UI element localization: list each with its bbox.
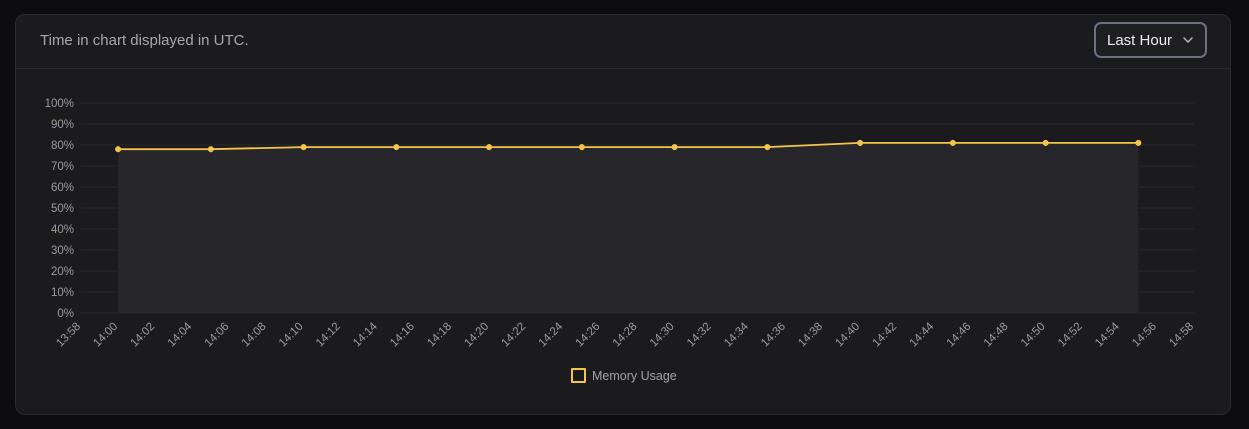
y-tick-label: 50%	[51, 203, 74, 215]
x-tick-label: 14:48	[982, 321, 1011, 350]
x-tick-label: 14:52	[1056, 321, 1085, 350]
series-line-memory-usage	[118, 142, 1139, 151]
y-tick-label: 90%	[51, 119, 74, 131]
x-tick-label: 14:22	[499, 321, 528, 350]
x-tick-label: 14:00	[91, 321, 120, 350]
x-tick-label: 14:02	[128, 321, 157, 350]
x-tick-label: 14:58	[1167, 321, 1196, 350]
legend-item-memory-usage[interactable]: Memory Usage	[571, 368, 677, 383]
y-tick-label: 80%	[51, 140, 74, 152]
data-point	[207, 146, 214, 153]
x-tick-label: 14:32	[685, 321, 714, 350]
y-tick-label: 0%	[57, 308, 74, 320]
x-tick-label: 14:28	[611, 321, 640, 350]
x-tick-label: 14:40	[833, 321, 862, 350]
x-tick-label: 14:26	[574, 321, 603, 350]
card-header: Time in chart displayed in UTC. Last Hou…	[16, 15, 1230, 69]
legend-label: Memory Usage	[592, 368, 677, 383]
x-tick-label: 14:50	[1019, 321, 1048, 350]
x-tick-label: 14:42	[870, 321, 899, 350]
x-tick-label: 14:24	[537, 320, 566, 349]
y-tick-label: 100%	[45, 98, 74, 110]
x-tick-label: 13:58	[54, 321, 83, 350]
data-point	[1042, 139, 1049, 146]
x-tick-label: 14:14	[351, 320, 380, 349]
memory-usage-card: Time in chart displayed in UTC. Last Hou…	[15, 14, 1231, 415]
data-point	[857, 139, 864, 146]
x-tick-label: 14:46	[945, 321, 974, 350]
x-tick-label: 14:54	[1093, 320, 1122, 349]
x-tick-label: 14:34	[722, 320, 751, 349]
data-point	[300, 144, 307, 151]
utc-note: Time in chart displayed in UTC.	[40, 32, 249, 49]
y-tick-label: 40%	[51, 224, 74, 236]
x-tick-label: 14:56	[1130, 321, 1159, 350]
x-tick-label: 14:18	[425, 321, 454, 350]
memory-usage-chart: 0% 10% 20% 30% 40% 50% 60% 70% 80% 90% 100% 13:58 1…	[45, 98, 1197, 350]
x-tick-label: 14:04	[166, 320, 195, 349]
data-point	[1135, 139, 1142, 146]
data-point	[486, 144, 493, 151]
data-point	[671, 144, 678, 151]
legend-swatch	[571, 368, 586, 383]
y-tick-label: 30%	[51, 245, 74, 257]
y-tick-label: 70%	[51, 161, 74, 173]
x-tick-label: 14:16	[388, 321, 417, 350]
data-point	[393, 144, 400, 151]
time-range-select[interactable]: Last Hour	[1094, 22, 1207, 58]
chevron-down-icon	[1183, 37, 1193, 43]
x-tick-label: 14:08	[240, 321, 269, 350]
x-tick-label: 14:44	[908, 320, 937, 349]
y-tick-label: 10%	[51, 287, 74, 299]
x-tick-label: 14:12	[314, 321, 343, 350]
data-point	[764, 144, 771, 151]
data-point	[578, 144, 585, 151]
data-point	[115, 146, 122, 153]
data-point	[949, 139, 956, 146]
y-tick-label: 60%	[51, 182, 74, 194]
x-tick-label: 14:36	[759, 321, 788, 350]
x-tick-label: 14:30	[648, 321, 677, 350]
x-tick-label: 14:10	[277, 321, 306, 350]
y-tick-label: 20%	[51, 266, 74, 278]
time-range-value: Last Hour	[1107, 31, 1173, 49]
x-tick-label: 14:38	[796, 321, 825, 350]
x-tick-label: 14:06	[203, 321, 232, 350]
x-tick-label: 14:20	[462, 321, 491, 350]
series-area-memory-usage	[118, 142, 1139, 313]
